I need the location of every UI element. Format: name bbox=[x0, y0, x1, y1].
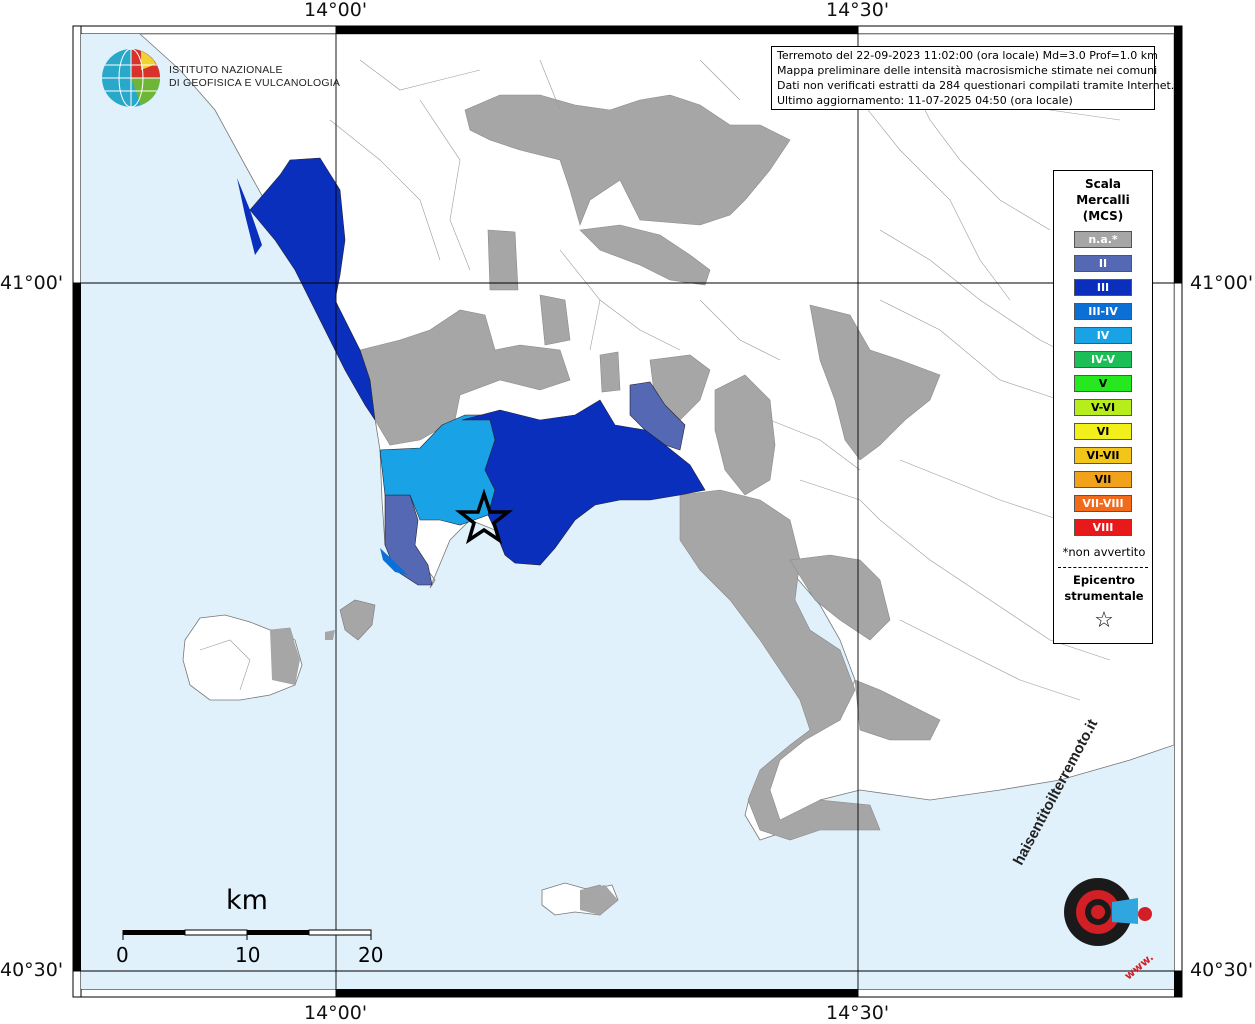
coord-top-left: 14°00' bbox=[304, 0, 368, 21]
legend-epicentre: Epicentro strumentale bbox=[1064, 573, 1144, 603]
scale-tick-10: 10 bbox=[235, 943, 261, 967]
scale-bar bbox=[122, 929, 372, 940]
graticule bbox=[81, 34, 1174, 989]
info-line4: Ultimo aggiornamento: 11-07-2025 04:50 (… bbox=[777, 94, 1073, 107]
scale-tick-0: 0 bbox=[116, 943, 129, 967]
legend-item: VII bbox=[1074, 471, 1132, 488]
legend-item: IV bbox=[1074, 327, 1132, 344]
legend-item: VI-VII bbox=[1074, 447, 1132, 464]
legend-star-icon: ☆ bbox=[1094, 608, 1114, 633]
epicentre-star bbox=[454, 488, 514, 545]
ingv-line2: DI GEOFISICA E VULCANOLOGIA bbox=[169, 77, 341, 89]
coord-bottom-left: 14°00' bbox=[304, 1002, 368, 1024]
coord-top-right: 14°30' bbox=[826, 0, 890, 21]
event-info-box: Terremoto del 22-09-2023 11:02:00 (ora l… bbox=[771, 46, 1175, 110]
legend-item: n.a.* bbox=[1074, 231, 1132, 248]
legend-item: III bbox=[1074, 279, 1132, 296]
legend-item: V-VI bbox=[1074, 399, 1132, 416]
iii-naples bbox=[461, 399, 706, 566]
coord-right-mid: 41°00' bbox=[1190, 272, 1254, 294]
na-municipalities bbox=[269, 94, 941, 916]
legend-item: VI bbox=[1074, 423, 1132, 440]
ingv-logo-text: ISTITUTO NAZIONALE DI GEOFISICA E VULCAN… bbox=[169, 64, 340, 90]
legend-item: III-IV bbox=[1074, 303, 1132, 320]
info-line1: Terremoto del 22-09-2023 11:02:00 (ora l… bbox=[777, 49, 1158, 62]
coord-left-mid: 41°00' bbox=[0, 272, 64, 294]
coord-left-bottom: 40°30' bbox=[0, 959, 64, 981]
info-line2: Mappa preliminare delle intensità macros… bbox=[777, 64, 1158, 77]
ingv-line1: ISTITUTO NAZIONALE bbox=[169, 64, 283, 76]
scale-tick-20: 20 bbox=[358, 943, 384, 967]
intensity-legend: Scala Mercalli (MCS) n.a.* II III III-IV IV I… bbox=[1053, 170, 1153, 644]
coord-right-bottom: 40°30' bbox=[1190, 959, 1254, 981]
legend-item: V bbox=[1074, 375, 1132, 392]
scale-unit: km bbox=[226, 885, 268, 916]
info-line3: Dati non verificati estratti da 284 ques… bbox=[777, 79, 1175, 92]
legend-divider bbox=[1058, 567, 1148, 568]
legend-item: VIII bbox=[1074, 519, 1132, 536]
legend-note: *non avvertito bbox=[1062, 545, 1146, 559]
legend-title: Scala Mercalli (MCS) bbox=[1076, 177, 1130, 223]
legend-item: VII-VIII bbox=[1074, 495, 1132, 512]
legend-item: IV-V bbox=[1074, 351, 1132, 368]
haisentito-logo-icon bbox=[1064, 878, 1152, 946]
ingv-globe-icon bbox=[102, 48, 160, 108]
iii-coast bbox=[249, 157, 376, 421]
procida bbox=[339, 599, 376, 641]
legend-item: II bbox=[1074, 255, 1132, 272]
coord-bottom-right: 14°30' bbox=[826, 1002, 890, 1024]
